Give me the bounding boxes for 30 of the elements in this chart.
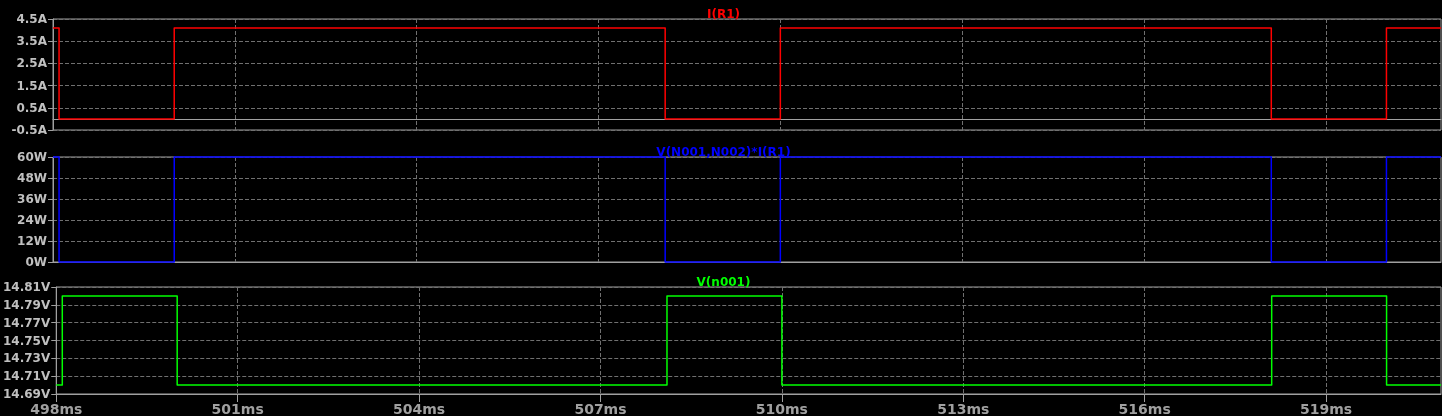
x-tick-label: 519ms (1300, 401, 1353, 416)
y-tick-label: 14.77V (2, 315, 51, 330)
y-tick-label: 14.75V (2, 333, 51, 348)
y-tick-label: 14.71V (2, 369, 51, 384)
y-tick-label: 3.5A (16, 34, 48, 49)
x-tick-label: 516ms (1118, 401, 1171, 416)
y-tick-label: 4.5A (16, 12, 48, 26)
y-tick-label: 36W (17, 192, 47, 206)
y-tick-label: 14.69V (2, 387, 51, 401)
series-label: V(n001) (696, 275, 751, 289)
y-tick-label: 14.79V (2, 297, 51, 312)
x-tick-label: 507ms (574, 401, 627, 416)
y-tick-label: 60W (17, 150, 47, 164)
y-tick-label: 48W (17, 171, 47, 185)
x-tick-label: 513ms (937, 401, 990, 416)
x-tick-label: 501ms (211, 401, 264, 416)
x-tick-label: 504ms (392, 401, 446, 416)
y-tick-label: 14.73V (2, 351, 51, 366)
x-tick-label: 498ms (30, 401, 83, 416)
y-tick-label: -0.5A (11, 123, 48, 137)
y-tick-label: 24W (17, 213, 47, 227)
x-tick-label: 510ms (755, 401, 808, 416)
series-label: V(N001,N002)*I(R1) (656, 145, 791, 159)
y-tick-label: 0W (25, 255, 47, 269)
y-tick-label: 0.5A (16, 100, 48, 115)
y-tick-label: 14.81V (2, 280, 51, 294)
text: I(R1) (706, 7, 741, 21)
y-tick-label: 2.5A (16, 56, 48, 71)
y-tick-label: 12W (17, 234, 47, 248)
y-tick-label: 1.5A (16, 78, 48, 93)
